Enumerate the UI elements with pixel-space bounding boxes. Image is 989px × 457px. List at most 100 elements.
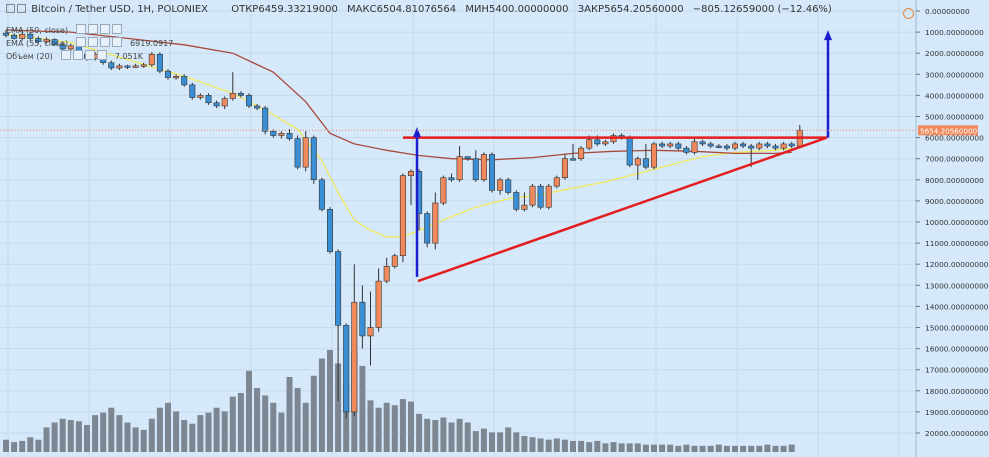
indicator-volume[interactable]: Объем (20) 7.051K — [6, 50, 143, 61]
clock-icon[interactable] — [903, 8, 914, 19]
candle-body — [116, 65, 123, 69]
candle-body — [35, 38, 42, 42]
symbol-title[interactable]: Bitcoin / Tether USD, 1H, POLONIEX — [31, 4, 209, 15]
eye-icon[interactable] — [76, 37, 87, 47]
candle-body — [205, 95, 212, 104]
ema-slow-line — [5, 29, 792, 161]
tick-label: 5000.00000000 — [925, 113, 984, 122]
candle-body — [318, 179, 325, 210]
candle-body — [788, 143, 795, 147]
volume-bar — [780, 445, 787, 452]
indicator-label: EMA (50, close) — [6, 26, 69, 35]
candle-body — [254, 105, 261, 109]
volume-bar — [634, 443, 641, 452]
candle-body — [173, 76, 180, 79]
current-price-tag — [918, 125, 978, 136]
volume-bar — [537, 438, 544, 452]
candle-body — [59, 44, 66, 50]
volume-bar — [116, 415, 123, 452]
trend-drawings[interactable] — [403, 30, 832, 283]
volume-bar — [578, 440, 585, 452]
candle-body — [51, 39, 58, 46]
candle-body — [594, 139, 601, 145]
tick-label: 11000.00000000 — [925, 239, 989, 248]
candle-body — [359, 301, 366, 337]
volume-bar — [772, 445, 779, 452]
settings-icon[interactable] — [88, 37, 99, 47]
candle-body — [578, 147, 585, 159]
candle-body — [675, 143, 682, 149]
indicator-controls[interactable] — [76, 24, 124, 35]
more-icon[interactable] — [112, 37, 123, 47]
ema-fast-line — [5, 33, 792, 238]
volume-bar — [497, 432, 504, 452]
low-value: 5400.00000000 — [488, 4, 569, 15]
volume-bar — [375, 407, 382, 452]
more-icon[interactable] — [112, 24, 123, 34]
volume-bar — [189, 423, 196, 452]
candle-body — [286, 133, 293, 139]
collapse-icon[interactable] — [6, 4, 15, 13]
candle-body — [424, 213, 431, 244]
volume-bar — [788, 444, 795, 452]
tick-label: 19000.00000000 — [925, 408, 989, 417]
delete-icon[interactable] — [100, 37, 111, 47]
tick-label: 3000.00000000 — [925, 70, 984, 79]
candle-body — [343, 325, 350, 413]
candle-body — [294, 138, 301, 168]
candle-body — [723, 145, 730, 149]
indicator-ema-55[interactable]: EMA (55, close) 6919.0917 — [6, 37, 173, 48]
volume-bar — [3, 439, 9, 452]
candle-body — [513, 192, 520, 210]
volume-bar — [84, 424, 90, 452]
chart-grid — [0, 0, 916, 457]
candle-body — [262, 107, 269, 132]
volume-bar — [570, 440, 576, 452]
tick-label: 0.00000000 — [925, 7, 970, 16]
volume-bar — [416, 413, 423, 452]
more-icon[interactable] — [96, 50, 107, 60]
hide-icon[interactable] — [17, 4, 26, 13]
volume-bar — [302, 402, 309, 452]
volume-bar — [472, 431, 479, 452]
volume-bar — [229, 396, 236, 452]
delete-icon[interactable] — [100, 24, 111, 34]
settings-icon[interactable] — [72, 50, 83, 60]
ema-lines — [5, 29, 792, 238]
volume-bar — [108, 407, 115, 452]
candle-body — [11, 34, 18, 39]
candle-body — [545, 185, 552, 208]
volume-bar — [59, 418, 66, 452]
delete-icon[interactable] — [84, 50, 95, 60]
candle-body — [691, 141, 698, 153]
support-line — [417, 136, 828, 283]
candle-body — [497, 179, 504, 191]
eye-icon[interactable] — [60, 50, 71, 60]
volume-bar — [367, 400, 374, 452]
volume-bar — [448, 422, 455, 452]
volume-bar — [715, 444, 722, 452]
indicator-controls[interactable] — [60, 50, 109, 61]
candle-body — [780, 143, 787, 149]
indicator-label: EMA (55, close) — [6, 39, 69, 48]
candle-body — [132, 65, 139, 68]
eye-icon[interactable] — [76, 24, 87, 34]
indicator-controls[interactable] — [76, 37, 124, 48]
settings-icon[interactable] — [88, 24, 99, 34]
candle-body — [764, 143, 771, 147]
candle-body — [626, 137, 633, 166]
indicator-ema-50[interactable]: EMA (50, close) — [6, 24, 130, 35]
volume-bar — [27, 437, 34, 452]
candle-body — [667, 143, 674, 147]
candle-body — [472, 158, 479, 181]
arrow-up-right-head — [824, 30, 832, 41]
candle-body — [537, 185, 544, 208]
candle-body — [440, 177, 447, 204]
volume-bar — [602, 443, 609, 452]
candle-body — [326, 209, 333, 252]
volume-bar — [505, 427, 512, 452]
candle-body — [399, 175, 406, 257]
tick-label: 16000.00000000 — [925, 345, 989, 354]
